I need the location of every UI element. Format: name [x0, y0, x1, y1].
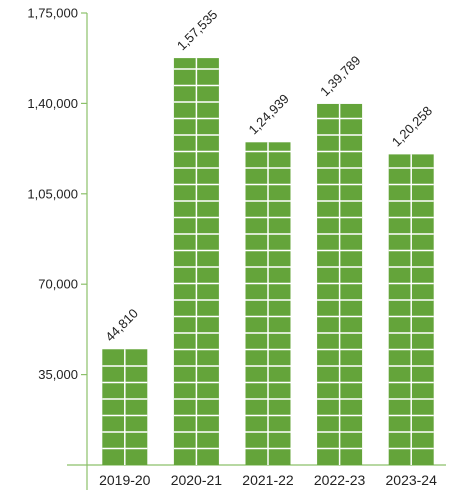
- category-label: 2021-22: [242, 472, 294, 488]
- data-label: 1,24,939: [246, 91, 292, 137]
- data-label: 1,57,535: [174, 7, 220, 53]
- y-tick-label: 70,000: [38, 277, 78, 292]
- y-tick-label: 1,40,000: [27, 96, 78, 111]
- data-label: 1,39,789: [317, 53, 363, 99]
- bar: [388, 154, 434, 466]
- category-label: 2022-23: [314, 472, 366, 488]
- data-label: 1,20,258: [389, 103, 435, 149]
- bar: [245, 142, 291, 465]
- category-label: 2019-20: [99, 472, 151, 488]
- y-tick-label: 35,000: [38, 367, 78, 382]
- bar: [102, 349, 148, 465]
- category-label: 2020-21: [171, 472, 223, 488]
- bars-group: [102, 58, 434, 466]
- category-labels: 2019-20 2020-21 2021-22 2022-23 2023-24: [99, 472, 437, 488]
- y-tick-label: 1,75,000: [27, 6, 78, 21]
- bar: [317, 103, 363, 466]
- bar: [173, 58, 219, 466]
- y-axis-ticks: 35,000 70,000 1,05,000 1,40,000 1,75,000: [27, 6, 87, 382]
- data-label: 44,810: [102, 306, 141, 345]
- y-tick-label: 1,05,000: [27, 186, 78, 201]
- category-label: 2023-24: [386, 472, 438, 488]
